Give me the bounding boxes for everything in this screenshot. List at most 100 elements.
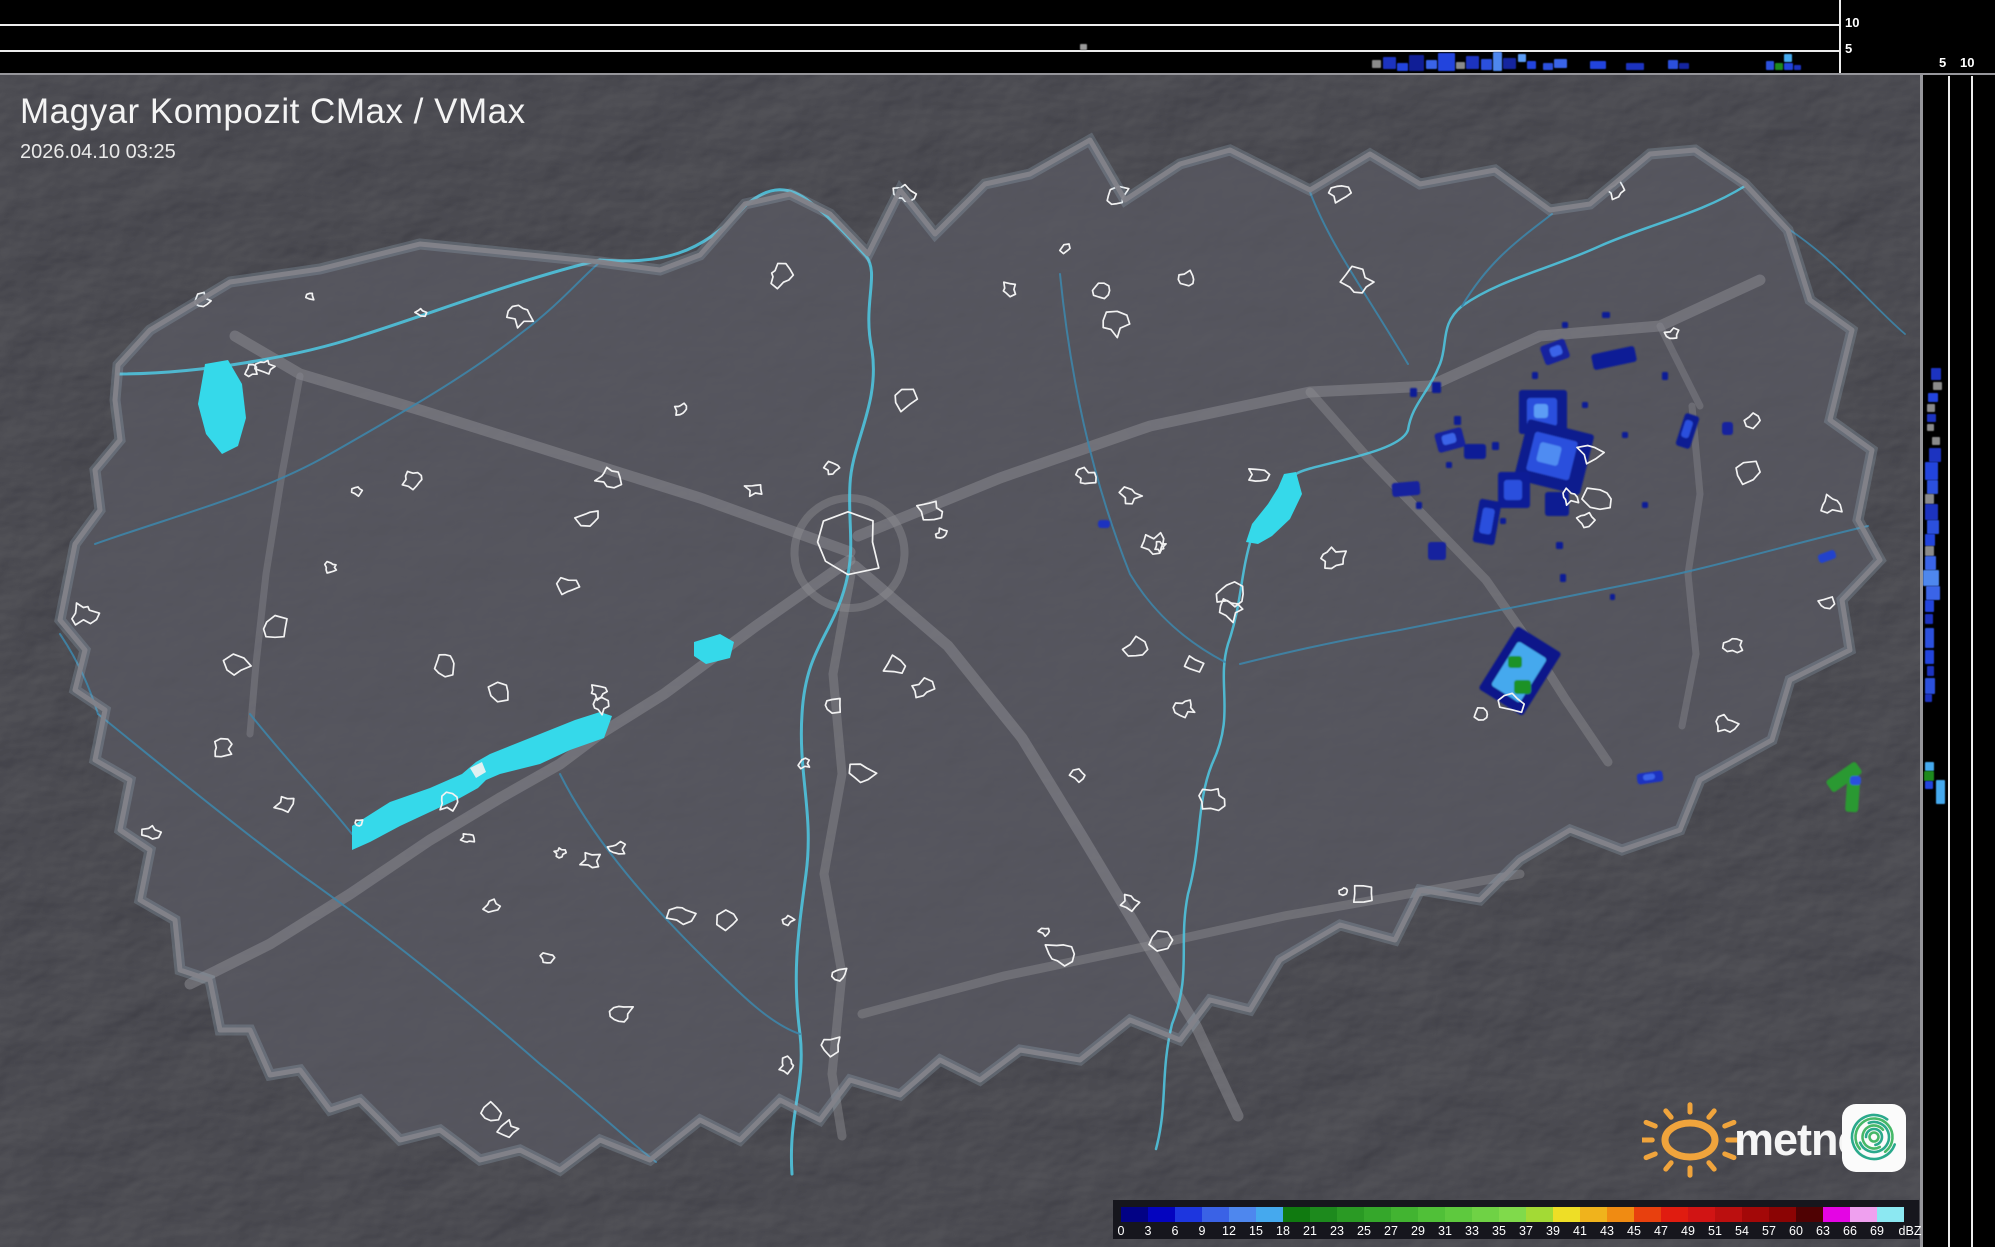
profile-echo <box>1668 60 1678 69</box>
legend-cell <box>1526 1207 1553 1222</box>
profile-echo <box>1923 570 1939 586</box>
legend-cell <box>1256 1207 1283 1222</box>
legend-tick: 63 <box>1816 1224 1830 1238</box>
profile-echo <box>1925 534 1935 546</box>
profile-echo <box>1927 424 1934 431</box>
profile-echo <box>1554 59 1567 68</box>
profile-echo <box>1794 65 1801 70</box>
legend-tick: 49 <box>1681 1224 1695 1238</box>
legend-cell <box>1553 1207 1580 1222</box>
profile-echo <box>1438 53 1455 71</box>
profile-echo <box>1927 404 1935 412</box>
legend-tick: 66 <box>1843 1224 1857 1238</box>
profile-echo <box>1775 63 1783 70</box>
profile-echo <box>1080 44 1087 50</box>
profile-echo <box>1925 556 1936 570</box>
legend-tick: 39 <box>1546 1224 1560 1238</box>
legend-cell <box>1364 1207 1391 1222</box>
metnet-logo: metnet <box>1642 1096 1912 1180</box>
profile-echo <box>1927 666 1934 676</box>
legend-cell <box>1337 1207 1364 1222</box>
sun-icon <box>1642 1102 1738 1178</box>
legend-tick: 6 <box>1171 1224 1179 1238</box>
profile-echo <box>1925 494 1934 504</box>
profile-echo <box>1925 762 1934 771</box>
legend-tick: 3 <box>1144 1224 1152 1238</box>
legend-cell <box>1202 1207 1229 1222</box>
legend-tick: 33 <box>1465 1224 1479 1238</box>
profile-echo <box>1503 58 1516 69</box>
legend-cell <box>1445 1207 1472 1222</box>
lakes-layer <box>198 360 1302 850</box>
legend-cell <box>1877 1207 1904 1222</box>
top-axis-tick-5: 5 <box>1845 41 1853 56</box>
legend-tick: 12 <box>1222 1224 1236 1238</box>
profile-echo <box>1766 61 1774 70</box>
legend-unit-label: dBZ <box>1898 1224 1922 1238</box>
profile-echo <box>1518 54 1526 62</box>
legend-cell <box>1148 1207 1175 1222</box>
legend-color-cells <box>1121 1207 1904 1222</box>
profile-echo <box>1928 393 1938 402</box>
town-outlines <box>71 179 1843 1139</box>
legend-cell <box>1229 1207 1256 1222</box>
profile-echo <box>1481 59 1492 70</box>
legend-cell <box>1769 1207 1796 1222</box>
right-axis-tick-10: 10 <box>1960 55 1975 70</box>
hungary-border <box>57 137 1883 1173</box>
right-gridline-5km <box>1948 76 1950 1247</box>
legend-tick: 60 <box>1789 1224 1803 1238</box>
legend-cell <box>1688 1207 1715 1222</box>
profile-echo <box>1927 480 1938 494</box>
profile-echo <box>1456 62 1465 69</box>
profile-echo <box>1933 382 1942 390</box>
hungary-map-canvas <box>0 74 1920 1247</box>
profile-echo <box>1927 414 1936 422</box>
top-gridline-5km <box>0 50 1839 52</box>
radar-echo-layer <box>1098 312 1862 813</box>
legend-tick: 31 <box>1438 1224 1452 1238</box>
legend-tick: 54 <box>1735 1224 1749 1238</box>
road-network <box>184 274 1766 1141</box>
profile-echo <box>1626 63 1644 70</box>
profile-echo <box>1590 61 1606 69</box>
profile-echo <box>1925 504 1938 520</box>
legend-tick: 47 <box>1654 1224 1668 1238</box>
profile-echo <box>1372 60 1381 68</box>
hungary-interior <box>60 140 1880 1170</box>
map-right-frame <box>1920 74 1923 1247</box>
product-title: Magyar Kompozit CMax / VMax <box>20 92 526 131</box>
dbz-legend: 0 3 6 9 12 15 18 21 23 25 27 29 31 33 35 37 39 41 43 45 47 49… <box>1113 1200 1922 1239</box>
right-gridline-10km <box>1971 76 1973 1247</box>
profile-echo <box>1931 368 1941 380</box>
legend-tick: 45 <box>1627 1224 1641 1238</box>
legend-cell <box>1634 1207 1661 1222</box>
legend-tick: 29 <box>1411 1224 1425 1238</box>
profile-echo <box>1543 63 1553 70</box>
profile-echo <box>1925 600 1934 612</box>
profile-echo <box>1925 678 1935 694</box>
title-block: Magyar Kompozit CMax / VMax 2026.04.10 0… <box>20 92 526 164</box>
legend-cell <box>1823 1207 1850 1222</box>
legend-cell <box>1499 1207 1526 1222</box>
profile-echo <box>1927 520 1939 534</box>
metnet-app-icon <box>1842 1104 1906 1172</box>
legend-tick: 51 <box>1708 1224 1722 1238</box>
profile-echo <box>1925 462 1938 480</box>
profile-echo <box>1925 781 1933 789</box>
profile-echo <box>1924 771 1934 781</box>
vertical-profile-right <box>1923 74 1995 1247</box>
legend-tick: 18 <box>1276 1224 1290 1238</box>
legend-tick: 21 <box>1303 1224 1317 1238</box>
legend-cell <box>1607 1207 1634 1222</box>
legend-cell <box>1283 1207 1310 1222</box>
profile-echo <box>1936 780 1945 804</box>
legend-cell <box>1418 1207 1445 1222</box>
profile-echo <box>1409 55 1424 71</box>
top-axis-tick-10: 10 <box>1845 15 1860 30</box>
profile-echo <box>1679 63 1689 69</box>
right-profile-echoes <box>1923 74 1995 1247</box>
profile-echo <box>1466 56 1479 69</box>
legend-cell <box>1742 1207 1769 1222</box>
